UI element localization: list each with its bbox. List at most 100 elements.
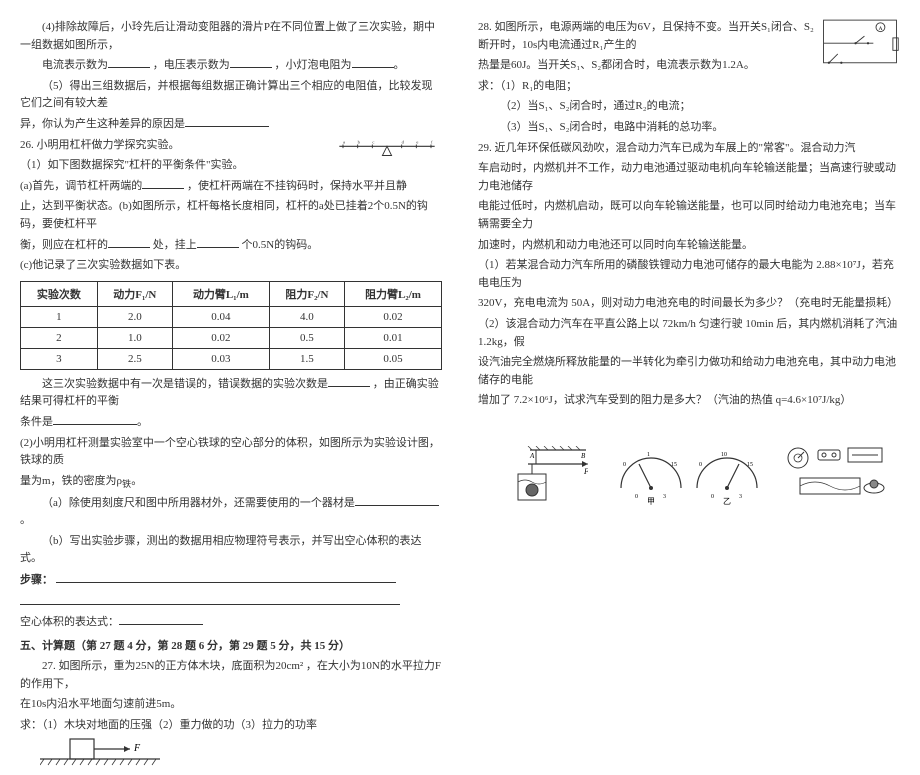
table-cell: 3 — [21, 348, 98, 369]
table-cell: 0.04 — [172, 306, 269, 327]
q29-2-line2: 设汽油完全燃烧所释放能量的一半转化为牵引力做功和给动力电池充电，其中动力电池储存… — [478, 354, 900, 389]
q26-2b: 量为m，铁的密度为ρ — [20, 475, 122, 487]
table-cell: 1 — [21, 306, 98, 327]
q26a4-line: 衡，则应在杠杆的 处，挂上 个0.5N的钩码。 — [20, 237, 442, 255]
table-cell: 0.5 — [269, 327, 344, 348]
q27-line3: 求：（1）木块对地面的压强（2）重力做的功（3）拉力的功率 F — [20, 717, 442, 775]
svg-text:10: 10 — [721, 452, 727, 458]
table-row: 32.50.031.50.05 — [21, 348, 442, 369]
q25-4-line2: 电流表示数为 ，电压表示数为 ，小灯泡电阻为。 — [20, 57, 442, 75]
q25-5-line2: 异，你认为产生这种差异的原因是 — [20, 116, 442, 134]
svg-text:B: B — [581, 452, 586, 460]
q26a: (a)首先，调节杠杆两端的 — [20, 180, 142, 192]
svg-text:0: 0 — [623, 462, 626, 468]
q28-line4: （2）当S₁、S₂闭合时，通过R₂的电流； — [478, 98, 900, 116]
q29-line1: 29. 近几年环保低碳风劲吹，混合动力汽车已成为车展上的"常客"。混合动力汽 — [478, 140, 900, 158]
blank-cond — [53, 414, 137, 425]
blank-resist — [352, 57, 394, 68]
q27-line1: 27. 如图所示，重为25N的正方体木块，底面积为20cm² ，在大小为10N的… — [20, 658, 442, 693]
force-f-label: F — [133, 743, 141, 754]
q26a-line: (a)首先，调节杠杆两端的 ，使杠杆两端在不挂钩码时，保持水平并且静 — [20, 178, 442, 196]
svg-text:a: a — [343, 139, 345, 144]
right-column: A R₂ 28. 如图所示，电源两端的电压为6V，且保持不变。当开关S₁闭合、S… — [478, 16, 900, 634]
q26-2a-line: （a）除使用刻度尺和图中所用器材外，还需要使用的一个器材是。 — [20, 495, 442, 530]
bottom-figures: A B F — [478, 438, 900, 508]
svg-text:甲: 甲 — [647, 497, 655, 506]
svg-text:1: 1 — [647, 452, 650, 458]
lever-diagram: a b c d e f — [332, 137, 442, 163]
table-header: 实验次数 — [21, 281, 98, 306]
after-table: 这三次实验数据中有一次是错误的，错误数据的实验次数是 — [42, 378, 328, 390]
svg-text:3: 3 — [663, 494, 666, 500]
q29-1-line2: 320V，充电电流为 50A，则对动力电池充电的时间最长为多少？（充电时无能量损… — [478, 295, 900, 313]
lever-data-table: 实验次数动力F₁/N动力臂L₁/m阻力F₂/N阻力臂L₂/m 12.00.044… — [20, 281, 442, 370]
step-line2 — [20, 593, 442, 612]
q29-line3: 电能过低时，内燃机启动，既可以向车轮输送能量，也可以同时给动力电池充电；当车辆需… — [478, 198, 900, 233]
q28-line5: （3）当S₁、S₂闭合时，电路中消耗的总功率。 — [478, 119, 900, 137]
blank-tool — [355, 495, 439, 506]
left-column: (4)排除故障后，小玲先后让滑动变阻器的滑片P在不同位置上做了三次实验，期中一组… — [20, 16, 442, 634]
svg-text:b: b — [358, 139, 361, 144]
blank-step1 — [56, 571, 396, 583]
p4c: ，电压表示数为 — [153, 59, 230, 71]
q26-2b2: （b）写出实验步骤，测出的数据用相应物理符号表示，并写出空心体积的表达式。 — [20, 533, 442, 568]
q26-2b-line: 量为m，铁的密度为ρ铁。 — [20, 473, 442, 492]
q29-2-line3: 增加了 7.2×10⁶J，试求汽车受到的阻力是多大？（汽油的热值 q=4.6×1… — [478, 392, 900, 410]
blank-pos — [108, 237, 150, 248]
q29-line4: 加速时，内燃机和动力电池还可以同时向车轮输送能量。 — [478, 237, 900, 255]
blank-reason — [185, 116, 269, 127]
table-cell: 2.5 — [97, 348, 172, 369]
svg-text:15: 15 — [671, 462, 677, 468]
svg-text:f: f — [431, 139, 433, 144]
svg-text:c: c — [372, 139, 374, 144]
kongxin: 空心体积的表达式： — [20, 616, 119, 628]
svg-text:e: e — [416, 139, 418, 144]
apparatus-figure — [780, 442, 890, 508]
q27c: 求：（1）木块对地面的压强（2）重力做的功（3）拉力的功率 — [20, 719, 317, 731]
after-table3: 条件是 — [20, 416, 53, 428]
table-cell: 0.01 — [344, 327, 441, 348]
p4d: ，小灯泡电阻为 — [275, 59, 352, 71]
step-label: 步骤： — [20, 574, 53, 586]
block-figure: F — [40, 735, 160, 775]
table-cell: 0.02 — [344, 306, 441, 327]
table-cell: 2 — [21, 327, 98, 348]
step-line: 步骤： — [20, 571, 442, 590]
table-header: 阻力臂L₂/m — [344, 281, 441, 306]
svg-text:d: d — [402, 139, 405, 144]
q26a3: 止，达到平衡状态。(b)如图所示，杠杆每格长度相同，杠杆的a处已挂着2个0.5N… — [20, 198, 442, 233]
table-row: 12.00.044.00.02 — [21, 306, 442, 327]
svg-text:F: F — [583, 467, 588, 476]
sub-iron: 铁 — [122, 479, 131, 489]
kongxin-line: 空心体积的表达式： — [20, 614, 442, 632]
svg-text:0: 0 — [711, 494, 714, 500]
after-table3-line: 条件是。 — [20, 414, 442, 432]
q29-line2: 车启动时，内燃机并不工作，动力电池通过驱动电机向车轮输送能量；当高速行驶或动力电… — [478, 160, 900, 195]
table-cell: 1.0 — [97, 327, 172, 348]
svg-text:15: 15 — [747, 462, 753, 468]
svg-text:乙: 乙 — [723, 497, 731, 506]
section-5-title: 五、计算题（第 27 题 4 分，第 28 题 6 分，第 29 题 5 分，共… — [20, 638, 442, 656]
table-row: 21.00.020.50.01 — [21, 327, 442, 348]
blank-count — [197, 237, 239, 248]
blank-voltage — [230, 57, 272, 68]
after-table-line: 这三次实验数据中有一次是错误的，错误数据的实验次数是 ，由正确实验结果可得杠杆的… — [20, 376, 442, 411]
q26-2a: （a）除使用刻度尺和图中所用器材外，还需要使用的一个器材是 — [42, 497, 355, 509]
table-cell: 0.02 — [172, 327, 269, 348]
q26-2: (2)小明用杠杆测量实验室中一个空心铁球的空心部分的体积，如图所示为实验设计图，… — [20, 435, 442, 470]
q26c: (c)他记录了三次实验数据如下表。 — [20, 257, 442, 275]
table-header: 动力F₁/N — [97, 281, 172, 306]
blank-err — [328, 376, 370, 387]
q29-2-line1: （2）该混合动力汽车在平直公路上以 72km/h 匀速行驶 10min 后，其内… — [478, 316, 900, 351]
meters-figure: 0115 03 甲 01015 03 乙 — [609, 438, 759, 508]
svg-text:0: 0 — [635, 494, 638, 500]
q26a5: 处，挂上 — [153, 239, 197, 251]
p4b: 电流表示数为 — [42, 59, 108, 71]
blank-expr — [119, 614, 203, 625]
table-cell: 1.5 — [269, 348, 344, 369]
table-cell: 4.0 — [269, 306, 344, 327]
blank-adjust — [142, 178, 184, 189]
svg-text:A: A — [879, 26, 883, 32]
blank-current — [108, 57, 150, 68]
q26-2b-end: 。 — [131, 475, 142, 487]
